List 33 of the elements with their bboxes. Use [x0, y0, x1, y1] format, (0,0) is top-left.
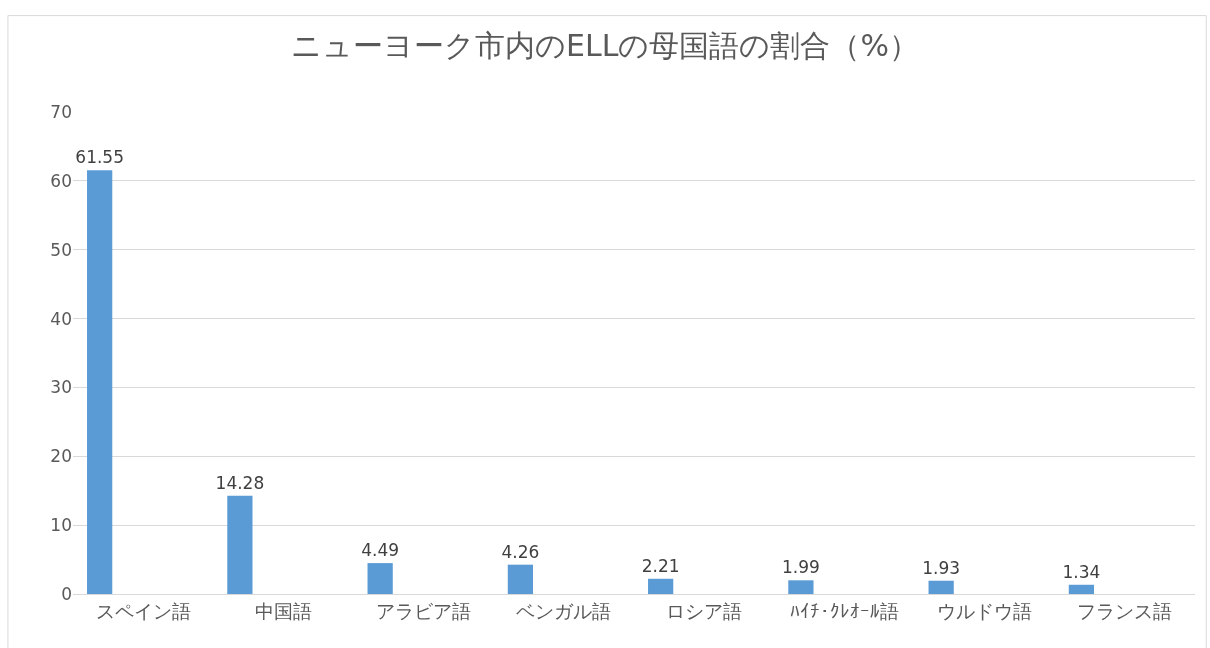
y-tick-label: 10: [50, 515, 72, 536]
data-label: 1.34: [1062, 561, 1101, 582]
bar: [648, 578, 674, 594]
data-label: 1.93: [922, 557, 961, 578]
data-label: 4.26: [501, 541, 540, 562]
data-label: 14.28: [215, 472, 265, 493]
bar: [788, 580, 814, 594]
bar: [227, 495, 253, 594]
x-tick-label: ロシア語: [666, 599, 743, 622]
chart-title: ニューヨーク市内のELLの母国語の割合（%）: [291, 27, 919, 63]
bar: [928, 580, 954, 594]
data-label: 2.21: [641, 555, 680, 576]
bar: [87, 170, 113, 594]
y-tick-label: 0: [61, 583, 72, 604]
bar: [367, 563, 393, 594]
data-label: 61.55: [75, 147, 124, 168]
y-tick-label: 70: [50, 101, 72, 122]
x-tick-label: フランス語: [1077, 599, 1173, 622]
x-tick-label: 中国語: [254, 599, 312, 622]
data-label: 4.49: [361, 540, 400, 561]
x-tick-label: ウルドウ語: [937, 599, 1033, 622]
bar: [1068, 584, 1095, 594]
y-tick-label: 20: [50, 446, 72, 467]
x-tick-label: アラビア語: [376, 599, 472, 622]
y-tick-label: 60: [50, 170, 72, 191]
x-tick-label: スペイン語: [95, 599, 191, 622]
y-tick-label: 40: [50, 308, 72, 329]
data-label: 1.99: [781, 557, 820, 578]
y-tick-label: 50: [50, 239, 72, 260]
y-tick-label: 30: [50, 377, 72, 398]
x-tick-label: ﾊｲﾁ･ｸﾚｵｰﾙ語: [789, 599, 899, 622]
x-tick-label: ベンガル語: [516, 599, 612, 622]
bar: [507, 564, 534, 594]
